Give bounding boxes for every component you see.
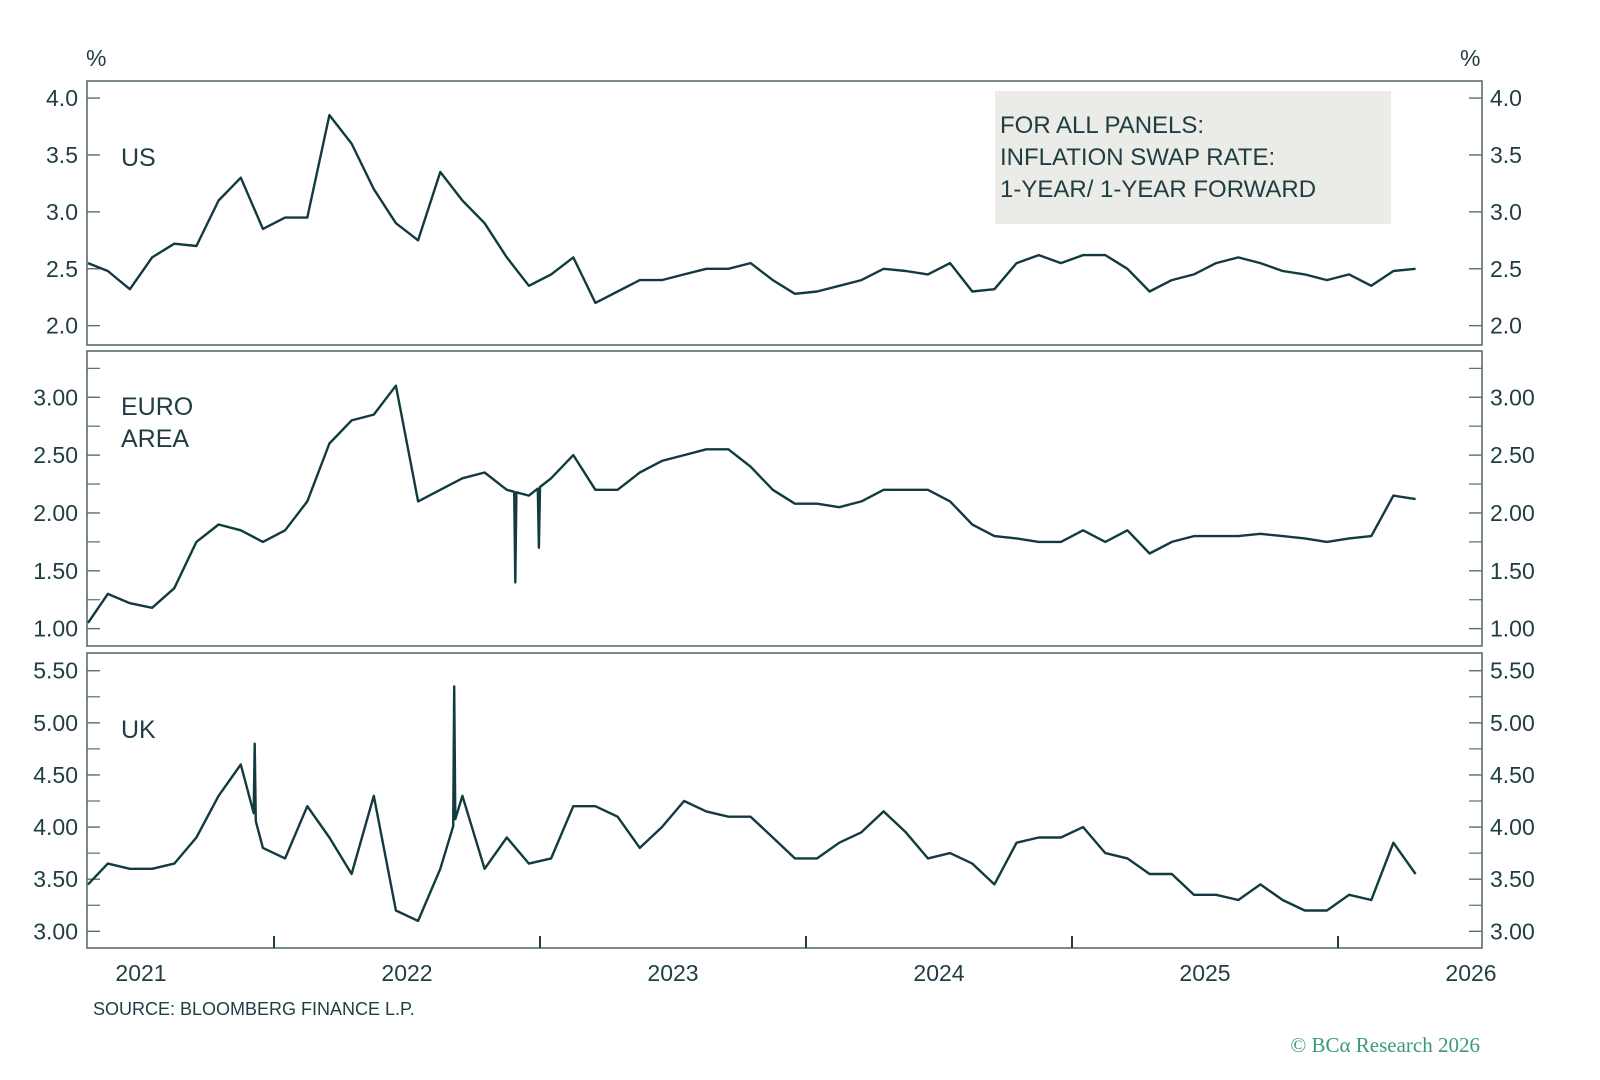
copyright-logo: © BCα Research 2026 xyxy=(1290,1033,1480,1057)
panel-0: 4.0 4.0 3.5 3.5 3.0 3.0 2.5 2.5 2.0 2.0 xyxy=(46,80,1522,346)
y-tick-label-left: 3.0 xyxy=(46,199,78,225)
y-tick-label-left: 3.50 xyxy=(33,866,78,892)
y-tick-label-left: 4.00 xyxy=(33,814,78,840)
panel-1: 3.00 3.00 2.50 2.50 2.00 2.00 1.50 1.50 1.00 1.00 xyxy=(33,350,1535,647)
panel-label-us: US xyxy=(121,144,156,172)
panel-frame xyxy=(86,652,1483,949)
panel-2: 5.50 5.50 5.00 5.00 4.50 4.50 4.00 4.00 3.50 3.50… xyxy=(33,652,1535,949)
right-unit-label: % xyxy=(1460,45,1480,71)
panel-frame xyxy=(86,350,1483,647)
note-line-2: INFLATION SWAP RATE: xyxy=(1000,144,1275,171)
x-tick-label: 2025 xyxy=(1179,960,1230,986)
panel-label-uk: UK xyxy=(121,716,156,744)
y-tick-label-left: 3.5 xyxy=(46,142,78,168)
y-tick-label-right: 2.5 xyxy=(1490,256,1522,282)
y-tick-label-left: 2.00 xyxy=(33,500,78,526)
y-tick-label-right: 4.00 xyxy=(1490,814,1535,840)
series-line-us xyxy=(87,113,1416,305)
y-tick-label-right: 2.50 xyxy=(1490,442,1535,468)
panel-label-line: EURO xyxy=(121,393,193,421)
y-tick-label-left: 3.00 xyxy=(33,918,78,944)
x-tick-label: 2026 xyxy=(1445,960,1496,986)
x-tick-label: 2024 xyxy=(913,960,964,986)
y-tick-label-right: 3.00 xyxy=(1490,384,1535,410)
y-tick-label-left: 2.5 xyxy=(46,256,78,282)
y-tick-label-left: 2.0 xyxy=(46,313,78,339)
panel-label-euro-area: EURO AREA xyxy=(121,393,193,453)
x-tick-label: 2021 xyxy=(115,960,166,986)
source-note: SOURCE: BLOOMBERG FINANCE L.P. xyxy=(93,999,415,1019)
y-tick-label-left: 5.00 xyxy=(33,710,78,736)
y-tick-label-left: 1.50 xyxy=(33,558,78,584)
y-tick-label-right: 3.0 xyxy=(1490,199,1522,225)
y-tick-label-right: 3.5 xyxy=(1490,142,1522,168)
y-tick-label-left: 1.00 xyxy=(33,616,78,642)
note-line-1: FOR ALL PANELS: xyxy=(1000,112,1204,139)
y-tick-label-left: 2.50 xyxy=(33,442,78,468)
y-tick-label-right: 2.00 xyxy=(1490,500,1535,526)
panel-frame xyxy=(86,80,1483,346)
y-tick-label-right: 1.00 xyxy=(1490,616,1535,642)
x-tick-label: 2022 xyxy=(381,960,432,986)
y-tick-label-left: 4.0 xyxy=(46,85,78,111)
panel-label-line: AREA xyxy=(121,425,189,453)
series-line-uk xyxy=(87,685,1417,923)
y-tick-label-right: 3.50 xyxy=(1490,866,1535,892)
left-unit-label: % xyxy=(86,45,106,71)
y-tick-label-right: 2.0 xyxy=(1490,313,1522,339)
note-line-3: 1-YEAR/ 1-YEAR FORWARD xyxy=(1000,176,1316,203)
y-tick-label-right: 4.0 xyxy=(1490,85,1522,111)
series-line-euro-area xyxy=(87,384,1416,624)
note-box xyxy=(995,91,1391,224)
panels: 4.0 4.0 3.5 3.5 3.0 3.0 2.5 2.5 2.0 2.0 3.00 3.00 2.… xyxy=(33,80,1535,949)
y-tick-label-right: 5.50 xyxy=(1490,658,1535,684)
x-tick-label: 2023 xyxy=(647,960,698,986)
x-axis: 2021 2022 2023 2024 2025 2026 xyxy=(115,936,1497,986)
y-tick-label-left: 3.00 xyxy=(33,384,78,410)
y-tick-label-right: 1.50 xyxy=(1490,558,1535,584)
y-tick-label-right: 5.00 xyxy=(1490,710,1535,736)
y-tick-label-right: 4.50 xyxy=(1490,762,1535,788)
y-tick-label-left: 5.50 xyxy=(33,658,78,684)
y-tick-label-right: 3.00 xyxy=(1490,918,1535,944)
y-tick-label-left: 4.50 xyxy=(33,762,78,788)
